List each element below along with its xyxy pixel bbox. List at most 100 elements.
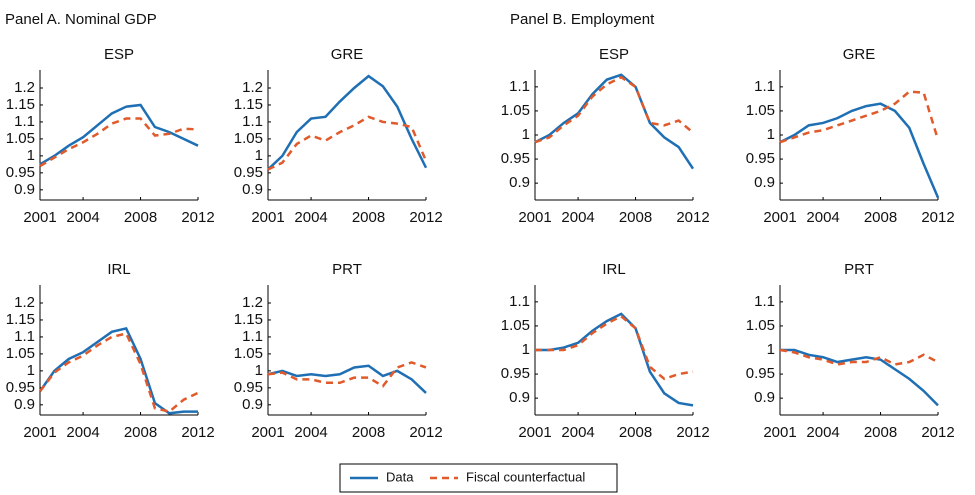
x-tick-label: 2001	[518, 424, 551, 441]
y-tick-label: 1.15	[6, 311, 35, 328]
chart-title: IRL	[602, 261, 625, 278]
y-tick-label: 0.9	[242, 396, 263, 413]
x-tick-label: 2004	[561, 424, 594, 441]
y-tick-label: 0.95	[6, 379, 35, 396]
series-line	[534, 73, 695, 170]
y-tick-label: 1.05	[501, 317, 530, 334]
y-tick-label: 1	[522, 341, 530, 358]
y-tick-label: 1.05	[234, 345, 263, 362]
y-tick-label: 1.1	[14, 113, 35, 130]
y-tick-label: 0.9	[509, 174, 530, 191]
y-tick-label: 1	[767, 126, 775, 143]
series-line	[267, 361, 427, 388]
x-tick-label: 2012	[409, 209, 442, 226]
x-tick-label: 2012	[676, 424, 709, 441]
chart-title: ESP	[599, 46, 629, 63]
x-tick-label: 2004	[806, 424, 839, 441]
chart-title: IRL	[107, 261, 130, 278]
x-tick-label: 2004	[66, 209, 99, 226]
x-tick-label: 2012	[409, 424, 442, 441]
y-tick-label: 1.1	[509, 78, 530, 95]
legend-box	[339, 463, 618, 493]
y-tick-label: 1.05	[501, 102, 530, 119]
y-tick-label: 0.9	[14, 181, 35, 198]
series-line	[779, 102, 940, 199]
x-tick-label: 2008	[619, 424, 652, 441]
y-tick-label: 1.05	[234, 130, 263, 147]
series-line	[39, 103, 199, 166]
x-tick-label: 2004	[561, 209, 594, 226]
x-tick-label: 2004	[294, 209, 327, 226]
panel-title: Panel A. Nominal GDP	[5, 11, 157, 28]
panel-title: Panel B. Employment	[510, 11, 655, 28]
x-tick-label: 2001	[23, 209, 56, 226]
y-tick-label: 1.1	[509, 293, 530, 310]
series-line	[779, 90, 940, 144]
chart-title: PRT	[332, 261, 362, 278]
y-tick-label: 1.15	[234, 96, 263, 113]
y-tick-label: 1.2	[242, 294, 263, 311]
series-line	[779, 348, 939, 366]
y-tick-label: 0.95	[501, 150, 530, 167]
legend-label: Fiscal counterfactual	[466, 469, 585, 484]
y-tick-label: 0.95	[234, 379, 263, 396]
y-tick-label: 1.2	[14, 79, 35, 96]
x-tick-label: 2008	[864, 209, 897, 226]
y-tick-label: 1.1	[754, 78, 775, 95]
y-tick-label: 1.15	[6, 96, 35, 113]
y-tick-label: 1	[27, 147, 35, 164]
x-tick-label: 2008	[124, 424, 157, 441]
y-tick-label: 1.05	[746, 102, 775, 119]
series-line	[38, 326, 198, 415]
y-tick-label: 1.05	[746, 317, 775, 334]
y-tick-label: 0.9	[754, 389, 775, 406]
y-tick-label: 1.2	[14, 294, 35, 311]
x-tick-label: 2012	[676, 209, 709, 226]
y-tick-label: 0.95	[501, 365, 530, 382]
y-tick-label: 1	[522, 126, 530, 143]
series-line	[534, 75, 694, 144]
chart-title: ESP	[104, 46, 134, 63]
x-tick-label: 2004	[294, 424, 327, 441]
y-tick-label: 1.15	[234, 311, 263, 328]
y-tick-label: 1	[255, 147, 263, 164]
x-tick-label: 2001	[763, 424, 796, 441]
x-tick-label: 2001	[518, 209, 551, 226]
chart-title: GRE	[843, 46, 876, 63]
x-tick-label: 2008	[619, 209, 652, 226]
x-tick-label: 2008	[864, 424, 897, 441]
x-tick-label: 2012	[181, 209, 214, 226]
y-tick-label: 1.1	[754, 293, 775, 310]
series-line	[535, 314, 694, 381]
x-tick-label: 2008	[124, 209, 157, 226]
y-tick-label: 0.9	[754, 174, 775, 191]
y-tick-label: 0.9	[509, 389, 530, 406]
series-line	[39, 332, 199, 413]
x-tick-label: 2004	[806, 209, 839, 226]
x-tick-label: 2012	[181, 424, 214, 441]
y-tick-label: 0.95	[746, 365, 775, 382]
x-tick-label: 2012	[921, 209, 954, 226]
y-tick-label: 1	[255, 362, 263, 379]
y-tick-label: 1	[767, 341, 775, 358]
y-tick-label: 1	[27, 362, 35, 379]
x-tick-label: 2001	[251, 209, 284, 226]
x-tick-label: 2001	[763, 209, 796, 226]
series-line	[267, 115, 428, 171]
y-tick-label: 1.1	[242, 328, 263, 345]
y-tick-label: 1.05	[6, 345, 35, 362]
legend-label: Data	[386, 469, 414, 484]
x-tick-label: 2012	[921, 424, 954, 441]
x-tick-label: 2004	[66, 424, 99, 441]
y-tick-label: 0.95	[6, 164, 35, 181]
y-tick-label: 1.2	[242, 79, 263, 96]
y-tick-label: 1.1	[242, 113, 263, 130]
y-tick-label: 1.05	[6, 130, 35, 147]
y-tick-label: 0.95	[234, 164, 263, 181]
series-line	[267, 364, 427, 394]
y-tick-label: 0.9	[242, 181, 263, 198]
chart-title: GRE	[331, 46, 364, 63]
x-tick-label: 2001	[23, 424, 56, 441]
